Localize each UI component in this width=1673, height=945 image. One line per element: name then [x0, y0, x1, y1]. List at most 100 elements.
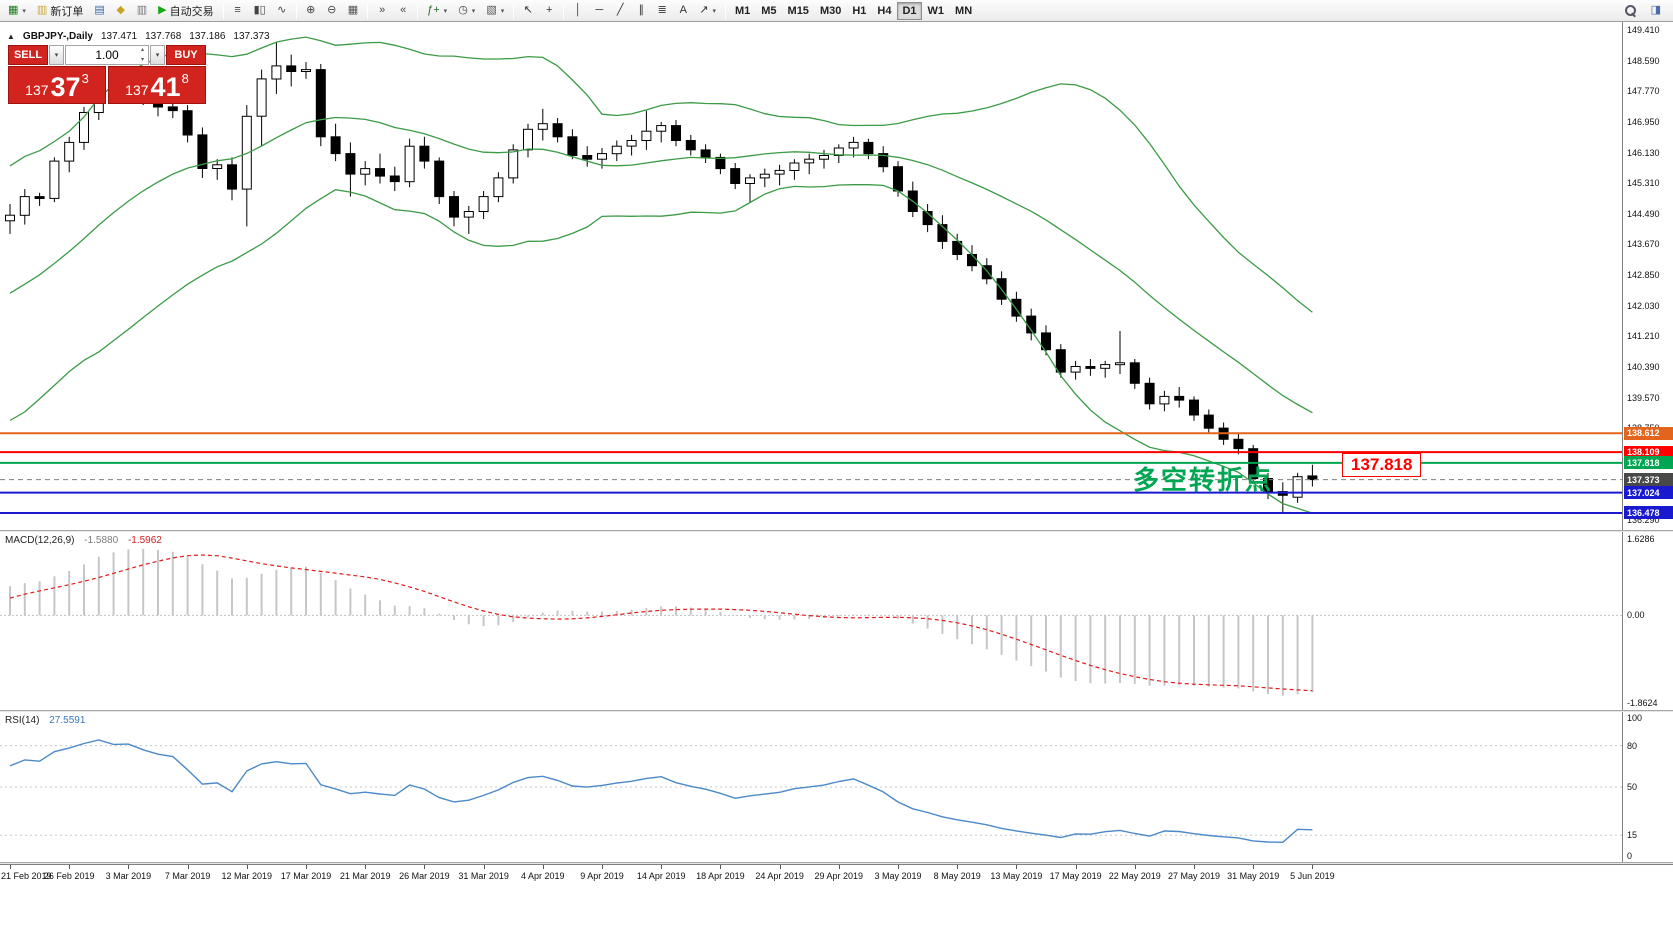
timeframe-h1-button[interactable]: H1 [847, 2, 871, 20]
chevron-down-icon[interactable]: ▾ [471, 7, 476, 15]
panel-separator[interactable] [0, 862, 1673, 864]
price-tick-label: 148.590 [1627, 55, 1660, 66]
price-level-tag: 137.024 [1624, 486, 1673, 500]
fibonacci-button[interactable]: ≣ [652, 2, 672, 20]
new-chart-button[interactable]: ▦ ▾ [3, 2, 31, 20]
time-tick [542, 865, 544, 869]
templates-button[interactable]: ▧ ▾ [481, 2, 509, 20]
date-label: 8 May 2019 [933, 871, 981, 881]
price-chart-canvas[interactable] [0, 22, 1622, 530]
channel-button[interactable]: ∥ [631, 2, 651, 20]
zoom-in-button[interactable]: ⊕ [301, 2, 321, 20]
candlestick-button[interactable]: ▮▯ [249, 2, 271, 20]
periods-button[interactable]: ◷ ▾ [453, 2, 480, 20]
date-label: 31 Mar 2019 [458, 871, 509, 881]
one-click-toggle-icon[interactable]: ▲ [7, 32, 15, 41]
chevron-down-icon[interactable]: ▾ [500, 7, 505, 15]
price-level-tag: 138.612 [1624, 426, 1673, 440]
horizontal-line-button[interactable]: ─ [589, 2, 609, 20]
time-tick [1134, 865, 1136, 869]
crosshair-button[interactable]: + [539, 2, 559, 20]
timeframe-m30-button[interactable]: M30 [815, 2, 846, 20]
price-level-tag: 137.818 [1624, 456, 1673, 470]
new-chart-icon: ▦ [8, 4, 19, 16]
community-button[interactable]: ◨ [1646, 2, 1666, 20]
timeframe-mn-button[interactable]: MN [950, 2, 977, 20]
indicators-button[interactable]: ƒ+ ▾ [422, 2, 452, 20]
navigator-button[interactable]: ◆ [111, 2, 131, 20]
panel-separator[interactable] [0, 530, 1673, 532]
timeframe-h4-button[interactable]: H4 [872, 2, 896, 20]
auto-scroll-button[interactable]: » [372, 2, 392, 20]
buy-button[interactable]: BUY [166, 45, 206, 65]
zoom-out-button[interactable]: ⊖ [322, 2, 342, 20]
text-button[interactable]: A [673, 2, 693, 20]
date-label: 21 Mar 2019 [339, 871, 391, 881]
cursor-button[interactable]: ↖ [518, 2, 538, 20]
sell-price-button[interactable]: 137 37 3 [8, 66, 106, 104]
rsi-axis-label: 0 [1627, 851, 1633, 861]
macd-histogram [9, 548, 1314, 696]
autotrading-button[interactable]: ▶ 自动交易 [153, 2, 218, 20]
date-label: 12 Mar 2019 [221, 871, 273, 881]
sell-options-dropdown[interactable]: ▾ [49, 45, 64, 65]
volume-decrease-icon[interactable]: ▾ [140, 57, 144, 63]
periods-icon: ◷ [458, 4, 468, 16]
chart-shift-button[interactable]: « [393, 2, 413, 20]
sell-button[interactable]: SELL [8, 45, 48, 65]
autotrading-icon: ▶ [158, 4, 167, 16]
timeframe-m5-button[interactable]: M5 [756, 2, 781, 20]
vertical-line-button[interactable]: │ [568, 2, 588, 20]
arrows-button[interactable]: ↗ ▾ [694, 2, 721, 20]
timeframe-m15-button[interactable]: M15 [783, 2, 814, 20]
templates-icon: ▧ [486, 4, 497, 16]
macd-label: MACD(12,26,9) -1.5880 -1.5962 [5, 535, 162, 546]
time-tick [483, 865, 485, 869]
chevron-down-icon[interactable]: ▾ [443, 7, 448, 15]
time-tick [661, 865, 663, 869]
ohlc-bars-icon: ≡ [234, 4, 241, 16]
volume-field: ▴ ▾ [65, 45, 149, 65]
date-label: 17 May 2019 [1049, 871, 1102, 881]
panel-separator[interactable] [0, 710, 1673, 712]
rsi-canvas[interactable] [0, 712, 1622, 862]
trendline-button[interactable]: ╱ [610, 2, 630, 20]
tile-windows-button[interactable]: ▦ [343, 2, 363, 20]
timeframe-d1-button[interactable]: D1 [897, 1, 922, 20]
volume-input[interactable] [65, 45, 149, 65]
timeframe-m1-button[interactable]: M1 [730, 2, 755, 20]
timeframe-m30-button-label: M30 [819, 4, 842, 17]
toolbar-separator [513, 2, 515, 19]
price-chart-panel[interactable]: ▲ GBPJPY-,Daily 137.471 137.768 137.186 … [0, 22, 1622, 530]
rsi-axis-label: 15 [1627, 830, 1638, 841]
buy-options-dropdown[interactable]: ▾ [150, 45, 165, 65]
new-order-button[interactable]: ▥ 新订单 [32, 2, 88, 20]
toolbar: ▦ ▾ ▥ 新订单 ▤ ◆ ▥ ▶ 自动交易 ≡ ▮▯ ∿ ⊕ ⊖ ▦» «ƒ+ ▾ ◷ ▾ ▧ ▾ ↖ + │ ─ ╱ ∥ ≣ A ↗ ▾… [0, 0, 1673, 22]
market-watch-button[interactable]: ▤ [89, 2, 109, 20]
price-tick-label: 147.770 [1627, 86, 1660, 97]
macd-panel[interactable]: MACD(12,26,9) -1.5880 -1.5962 [0, 532, 1622, 710]
chart-ohlc-header: ▲ GBPJPY-,Daily 137.471 137.768 137.186 … [7, 31, 270, 42]
rsi-axis-label: 100 [1627, 713, 1643, 723]
chevron-down-icon[interactable]: ▾ [22, 7, 26, 15]
timeframe-w1-button[interactable]: W1 [923, 2, 950, 20]
time-tick [424, 865, 426, 869]
search-button[interactable] [1620, 2, 1642, 20]
buy-price-button[interactable]: 137 41 8 [108, 66, 206, 104]
time-axis[interactable]: 21 Feb 2019 26 Feb 2019 3 Mar 2019 7 Mar 20… [0, 864, 1673, 886]
macd-canvas[interactable] [0, 532, 1622, 710]
date-label: 22 May 2019 [1108, 871, 1161, 881]
chevron-down-icon[interactable]: ▾ [712, 7, 716, 15]
time-tick [838, 865, 840, 869]
rsi-panel[interactable]: RSI(14) 27.5591 [0, 712, 1622, 862]
volume-increase-icon[interactable]: ▴ [140, 47, 144, 53]
price-axis[interactable]: 149.410 148.590 147.770 146.950 146.130 145.3… [1622, 22, 1673, 864]
date-label: 26 Mar 2019 [399, 871, 450, 881]
time-tick [187, 865, 189, 869]
line-chart-button[interactable]: ∿ [272, 2, 292, 20]
price-level-tag: 138.109 [1624, 445, 1673, 459]
ohlc-bars-button[interactable]: ≡ [228, 2, 248, 20]
terminal-button[interactable]: ▥ [132, 2, 152, 20]
time-tick [602, 865, 603, 869]
